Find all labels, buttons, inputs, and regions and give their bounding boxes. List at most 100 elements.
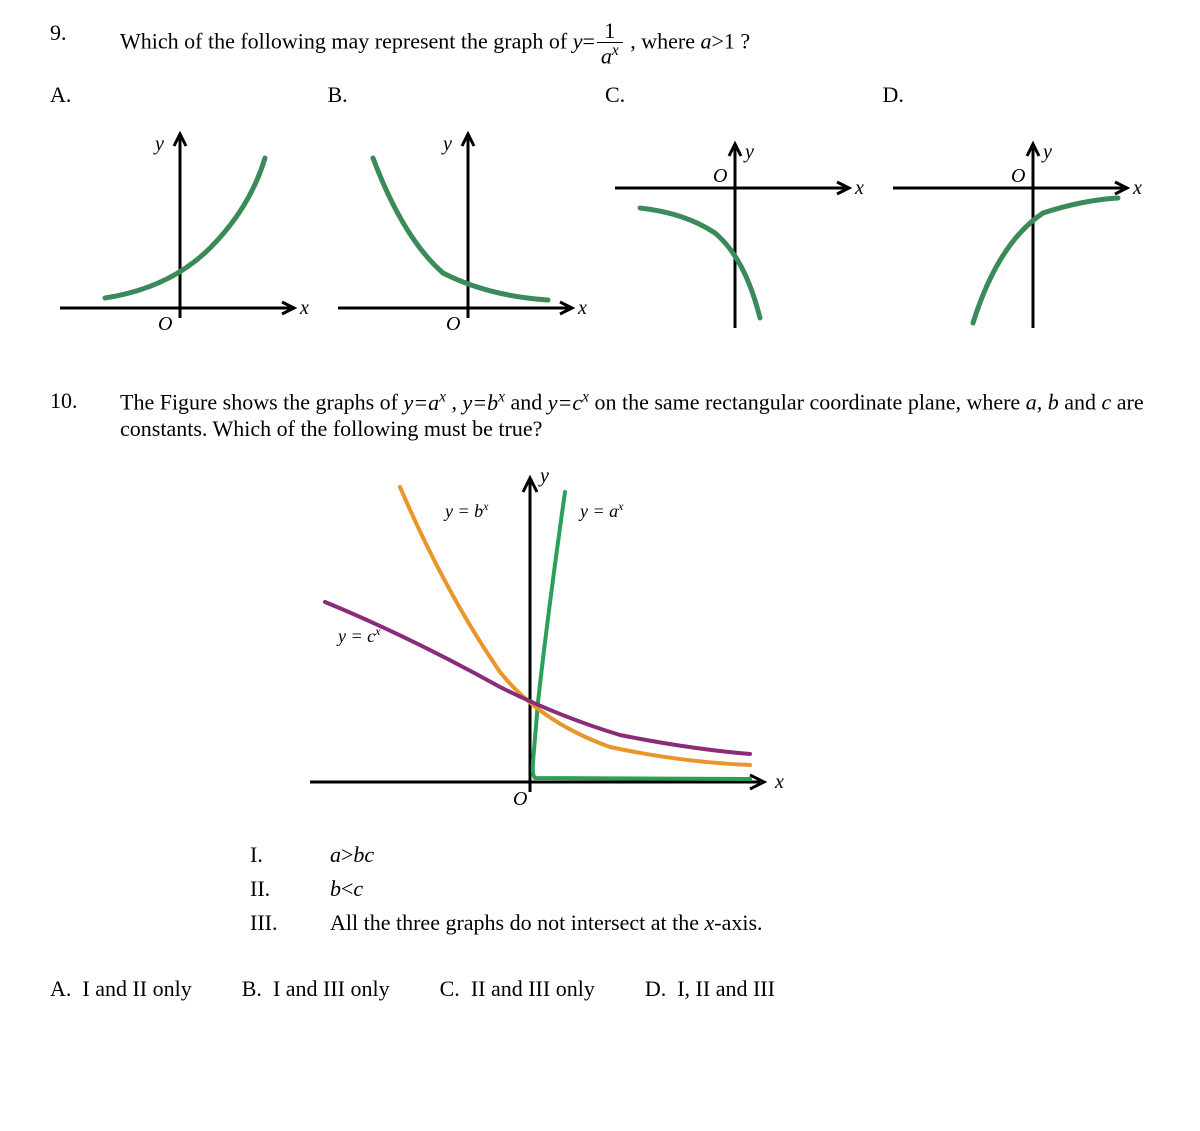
eq-c-lhs: y — [548, 390, 558, 415]
x-label: x — [774, 771, 784, 793]
y-label: y — [153, 133, 164, 155]
q10-statements: I. a>bc II. b<c III. All the three graph… — [250, 842, 1150, 936]
ans-a-label: A. — [50, 976, 71, 1001]
x-label: x — [577, 297, 587, 319]
origin-label: O — [158, 313, 172, 335]
s3-axis: -axis. — [714, 910, 762, 935]
ans-b: B. I and III only — [242, 976, 390, 1002]
q9-choice-c: C. y x O — [605, 82, 873, 338]
q9-frac-den: ax — [597, 43, 623, 67]
ans-d-text: I, II and III — [677, 976, 775, 1001]
q9-text-pre: Which of the following may represent the… — [120, 29, 573, 54]
ans-c: C. II and III only — [440, 976, 595, 1002]
ans-d-label: D. — [645, 976, 666, 1001]
q10-text: The Figure shows the graphs of y=ax , y=… — [120, 388, 1150, 441]
eq-and: and — [505, 390, 548, 415]
q9-label-d: D. — [883, 82, 1151, 108]
origin-label: O — [1011, 165, 1025, 187]
eq-sep1: , — [446, 390, 463, 415]
roman-2: II. — [250, 876, 300, 902]
ans-c-label: C. — [440, 976, 460, 1001]
stmt-2-text: b<c — [330, 876, 363, 902]
stmt-1-text: a>bc — [330, 842, 374, 868]
s1-rel: > — [341, 842, 353, 867]
ans-c-text: II and III only — [471, 976, 595, 1001]
s3-x: x — [705, 910, 715, 935]
q9-label-c: C. — [605, 82, 873, 108]
stmt-1: I. a>bc — [250, 842, 1150, 868]
q10-answers: A. I and II only B. I and III only C. II… — [50, 976, 1150, 1002]
stmt-3-text: All the three graphs do not intersect at… — [330, 910, 763, 936]
ans-b-label: B. — [242, 976, 262, 1001]
y-label: y — [538, 465, 549, 487]
q9-graph-d: y x O — [883, 118, 1133, 338]
q9-cond-rel: >1 — [711, 29, 734, 54]
curve-a — [533, 492, 750, 779]
q9-frac-den-exp: x — [612, 42, 619, 59]
curve-b — [400, 487, 750, 765]
q9-graph-a: y x O — [50, 118, 300, 338]
roman-1: I. — [250, 842, 300, 868]
s1-bc: bc — [353, 842, 374, 867]
x-label: x — [854, 177, 864, 199]
eq-a-base: a — [428, 390, 439, 415]
label-a: y = ax — [578, 499, 624, 521]
y-label: y — [1041, 141, 1052, 163]
ans-b-text: I and III only — [273, 976, 390, 1001]
curve — [973, 198, 1118, 323]
y-label: y — [441, 133, 452, 155]
q9-eq-lhs: y — [573, 29, 583, 54]
curve — [640, 208, 760, 318]
q9-choice-d: D. y x O — [883, 82, 1151, 338]
eq-b-base: b — [487, 390, 498, 415]
ans-a-text: I and II only — [82, 976, 191, 1001]
label-c: y = cx — [336, 624, 381, 646]
x-label: x — [1132, 177, 1142, 199]
x-label: x — [299, 297, 309, 319]
q9-text: Which of the following may represent the… — [120, 20, 1150, 67]
stmt-3: III. All the three graphs do not interse… — [250, 910, 1150, 936]
ans-a: A. I and II only — [50, 976, 192, 1002]
q9-label-b: B. — [328, 82, 596, 108]
q9-frac-num: 1 — [597, 20, 623, 43]
curve — [373, 158, 548, 300]
eq-c: y=cx — [548, 390, 589, 415]
q10-number: 10. — [50, 388, 90, 414]
q9-number: 9. — [50, 20, 90, 46]
q9-fraction: 1ax — [597, 20, 623, 67]
stmt-2: II. b<c — [250, 876, 1150, 902]
q9-choice-a: A. y x O — [50, 82, 318, 338]
curve — [105, 158, 265, 298]
eq-a: y=ax — [404, 390, 446, 415]
origin-label: O — [446, 313, 460, 335]
q9-cond-var: a — [700, 29, 711, 54]
q10-figure: y = bx y = ax y = cx y x O — [270, 462, 1150, 822]
q9-graph-c: y x O — [605, 118, 855, 338]
s1-a: a — [330, 842, 341, 867]
roman-3: III. — [250, 910, 300, 936]
q9-text-mid: , where — [630, 29, 700, 54]
question-10: 10. The Figure shows the graphs of y=ax … — [50, 388, 1150, 1001]
q9-label-a: A. — [50, 82, 318, 108]
q10-text2: on the same rectangular coordinate plane… — [594, 390, 1025, 415]
q10-header: 10. The Figure shows the graphs of y=ax … — [50, 388, 1150, 441]
q9-text-post: ? — [740, 29, 750, 54]
ans-d: D. I, II and III — [645, 976, 775, 1002]
q9-header: 9. Which of the following may represent … — [50, 20, 1150, 67]
s2-b: b — [330, 876, 341, 901]
abc-ab: a, b — [1026, 390, 1059, 415]
abc-c: c — [1101, 390, 1111, 415]
q9-frac-den-base: a — [601, 43, 612, 68]
label-b: y = bx — [443, 499, 489, 521]
eq-b: y=bx — [462, 390, 504, 415]
q10-text1: The Figure shows the graphs of — [120, 390, 404, 415]
q9-choice-b: B. y x O — [328, 82, 596, 338]
q9-choices: A. y x O B. — [50, 82, 1150, 338]
s2-rel: < — [341, 876, 353, 901]
question-9: 9. Which of the following may represent … — [50, 20, 1150, 338]
eq-c-base: c — [572, 390, 582, 415]
s2-c: c — [353, 876, 363, 901]
y-label: y — [743, 141, 754, 163]
s3-text: All the three graphs do not intersect at… — [330, 910, 705, 935]
origin-label: O — [513, 788, 527, 810]
